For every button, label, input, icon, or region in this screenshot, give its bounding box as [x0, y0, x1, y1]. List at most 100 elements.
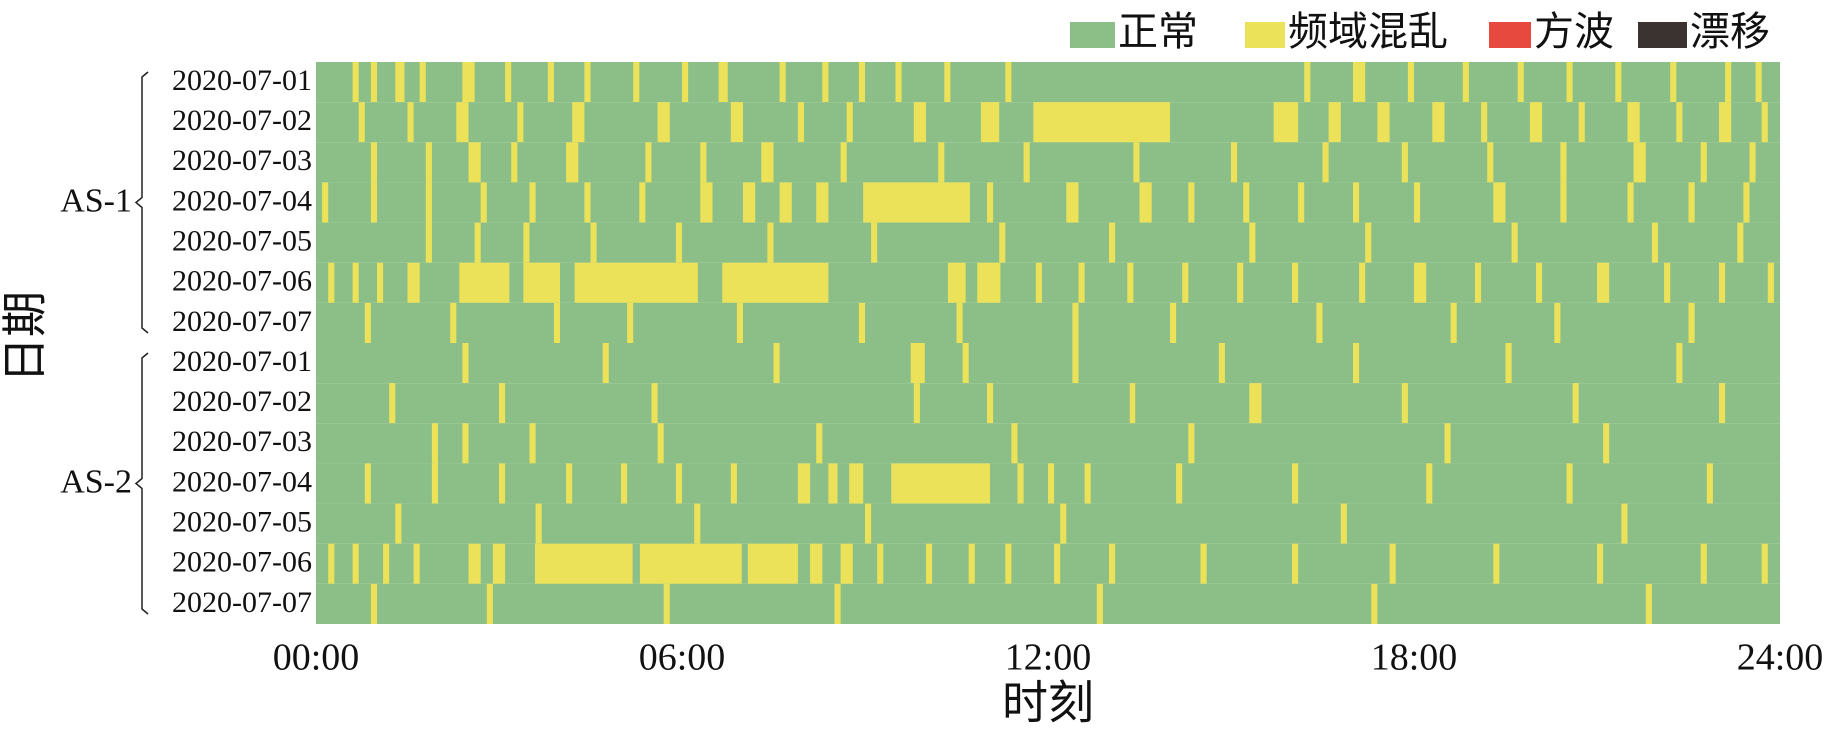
state-interval [1066, 182, 1079, 223]
state-interval [816, 182, 829, 223]
state-interval [456, 102, 469, 143]
state-interval [1176, 463, 1183, 504]
state-interval [505, 62, 512, 103]
state-interval [1243, 182, 1250, 223]
date-label: 2020-07-06 [172, 265, 312, 298]
state-interval [718, 62, 728, 103]
state-interval [529, 423, 536, 464]
state-interval [566, 463, 573, 504]
legend-swatch [1489, 22, 1531, 48]
state-interval [462, 62, 475, 103]
state-interval [529, 182, 536, 223]
state-interval [987, 383, 994, 424]
state-interval [1182, 262, 1189, 303]
state-interval [1359, 262, 1366, 303]
state-interval [1371, 583, 1378, 624]
state-interval [480, 182, 487, 223]
state-interval [1072, 343, 1079, 384]
state-interval [1621, 503, 1628, 544]
state-interval [474, 222, 481, 263]
state-interval [1560, 182, 1567, 223]
state-interval [849, 463, 864, 504]
state-interval [1719, 262, 1726, 303]
state-interval [1633, 142, 1646, 183]
state-interval [657, 102, 670, 143]
state-interval [773, 343, 780, 384]
state-interval [383, 543, 390, 584]
state-interval [987, 182, 994, 223]
state-interval [1450, 302, 1457, 343]
state-interval [633, 62, 640, 103]
group-label: AS-1 [60, 182, 132, 219]
state-interval [1292, 262, 1299, 303]
row-background [316, 423, 1780, 464]
state-interval [572, 102, 585, 143]
state-interval [977, 262, 1001, 303]
state-interval [1481, 102, 1488, 143]
legend-label: 正常 [1118, 9, 1198, 54]
state-interval [395, 503, 402, 544]
state-interval [584, 182, 591, 223]
state-interval [1304, 62, 1311, 103]
state-interval [459, 262, 510, 303]
state-interval [1109, 543, 1116, 584]
state-interval [389, 383, 396, 424]
state-interval [767, 222, 774, 263]
state-interval [736, 302, 743, 343]
state-interval [1292, 463, 1299, 504]
y-axis-title: 日期 [0, 291, 51, 383]
state-interval [1298, 182, 1305, 223]
row-background [316, 383, 1780, 424]
state-interval [1353, 62, 1366, 103]
state-interval [1700, 543, 1707, 584]
state-interval [425, 182, 432, 223]
state-interval [1560, 142, 1567, 183]
state-interval [956, 302, 963, 343]
state-interval [1493, 182, 1506, 223]
state-interval [534, 543, 633, 584]
x-tick-label: 24:00 [1737, 637, 1824, 679]
state-interval [370, 583, 377, 624]
state-interval [1048, 463, 1055, 504]
x-tick-label: 06:00 [639, 637, 726, 679]
state-interval [1084, 463, 1091, 504]
state-interval [468, 543, 481, 584]
state-interval [1615, 62, 1622, 103]
state-interval [730, 463, 737, 504]
state-interval [822, 62, 829, 103]
state-interval [1401, 142, 1408, 183]
date-label: 2020-07-07 [172, 586, 312, 619]
state-interval [1505, 343, 1512, 384]
date-label: 2020-07-05 [172, 225, 312, 258]
state-interval [1231, 142, 1238, 183]
state-interval [413, 543, 420, 584]
x-tick-label: 12:00 [1005, 637, 1092, 679]
state-interval [547, 62, 554, 103]
state-interval [602, 343, 609, 384]
row-background [316, 142, 1780, 183]
state-interval [1719, 383, 1726, 424]
state-interval [1365, 222, 1372, 263]
state-interval [1676, 102, 1683, 143]
row-background [316, 222, 1780, 263]
state-interval [891, 463, 991, 504]
state-interval [858, 302, 865, 343]
state-interval [1078, 262, 1085, 303]
state-interval [1316, 302, 1323, 343]
state-interval [584, 62, 591, 103]
state-interval [499, 463, 506, 504]
state-interval [511, 142, 518, 183]
state-interval [797, 102, 804, 143]
state-interval [1133, 142, 1140, 183]
state-interval [810, 543, 823, 584]
state-interval [1188, 423, 1195, 464]
state-interval [364, 302, 371, 343]
date-label: 2020-07-05 [172, 506, 312, 539]
legend-label: 方波 [1534, 9, 1614, 54]
state-interval [1035, 262, 1042, 303]
legend-swatch [1638, 22, 1687, 48]
state-interval [370, 182, 377, 223]
state-interval [1645, 583, 1652, 624]
state-interval [910, 343, 925, 384]
state-interval [1755, 62, 1762, 103]
